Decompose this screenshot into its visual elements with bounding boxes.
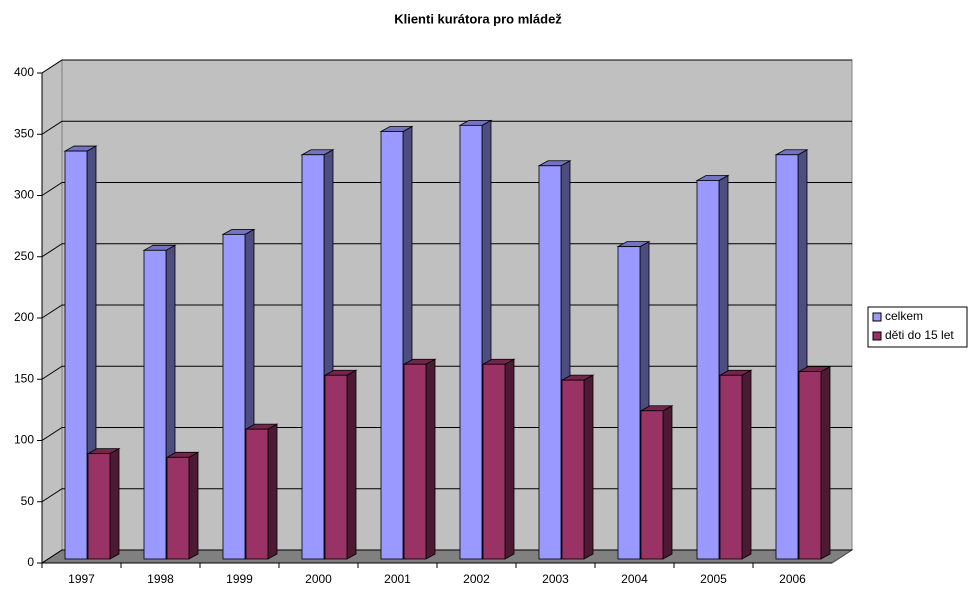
y-tick-label: 150 bbox=[14, 371, 34, 385]
bar-side bbox=[425, 358, 436, 560]
x-tick-label: 1999 bbox=[226, 572, 253, 586]
legend-swatch bbox=[872, 312, 882, 322]
legend-swatch bbox=[872, 331, 882, 341]
x-tick-label: 2002 bbox=[463, 572, 490, 586]
legend-label: děti do 15 let bbox=[885, 328, 954, 342]
bar bbox=[64, 150, 88, 560]
chart-title: Klienti kurátora pro mládež bbox=[394, 11, 562, 26]
y-tick-label: 50 bbox=[21, 494, 35, 508]
bar-side bbox=[109, 447, 120, 560]
bar bbox=[538, 165, 562, 560]
y-tick-label: 350 bbox=[14, 126, 34, 140]
bar bbox=[482, 363, 506, 560]
x-tick-label: 2004 bbox=[621, 572, 648, 586]
y-tick-label: 400 bbox=[14, 65, 34, 79]
grid-line bbox=[41, 304, 852, 319]
grid-line bbox=[41, 182, 852, 196]
bar bbox=[403, 363, 427, 560]
legend-label: celkem bbox=[885, 309, 923, 323]
bar-side bbox=[346, 369, 357, 560]
bar bbox=[166, 456, 190, 560]
y-tick-label: 250 bbox=[14, 249, 34, 263]
bar-side bbox=[662, 405, 673, 560]
bar bbox=[640, 410, 664, 560]
bar bbox=[87, 453, 111, 560]
x-tick-label: 1998 bbox=[147, 572, 174, 586]
bar bbox=[459, 124, 483, 560]
grid-line bbox=[41, 59, 852, 74]
bar bbox=[696, 180, 720, 560]
bar bbox=[222, 233, 246, 560]
x-tick-label: 2003 bbox=[542, 572, 569, 586]
y-tick-label: 300 bbox=[14, 188, 34, 202]
bar bbox=[719, 374, 743, 560]
bar bbox=[775, 154, 799, 560]
x-tick-label: 2006 bbox=[779, 572, 806, 586]
bar bbox=[245, 428, 269, 560]
bar-side bbox=[741, 369, 752, 560]
bar bbox=[301, 154, 325, 560]
x-tick-label: 1997 bbox=[68, 572, 95, 586]
grid-line bbox=[41, 120, 852, 135]
bar-side bbox=[504, 358, 515, 560]
bar-side bbox=[820, 365, 831, 560]
bar bbox=[143, 249, 167, 560]
bar-side bbox=[583, 374, 594, 560]
bar-side bbox=[188, 451, 199, 560]
bar bbox=[617, 246, 641, 560]
y-tick-label: 0 bbox=[27, 555, 34, 569]
bar bbox=[561, 379, 585, 560]
grid-line bbox=[41, 243, 852, 258]
x-tick-label: 2000 bbox=[305, 572, 332, 586]
bar bbox=[324, 374, 348, 560]
y-tick-label: 200 bbox=[14, 310, 34, 324]
bar bbox=[798, 371, 822, 560]
legend-box bbox=[867, 306, 968, 348]
x-tick-label: 2001 bbox=[384, 572, 411, 586]
grid-line bbox=[41, 365, 852, 380]
y-tick-label: 100 bbox=[14, 433, 34, 447]
bar-side bbox=[267, 423, 278, 560]
bar bbox=[380, 131, 404, 560]
x-tick-label: 2005 bbox=[700, 572, 727, 586]
